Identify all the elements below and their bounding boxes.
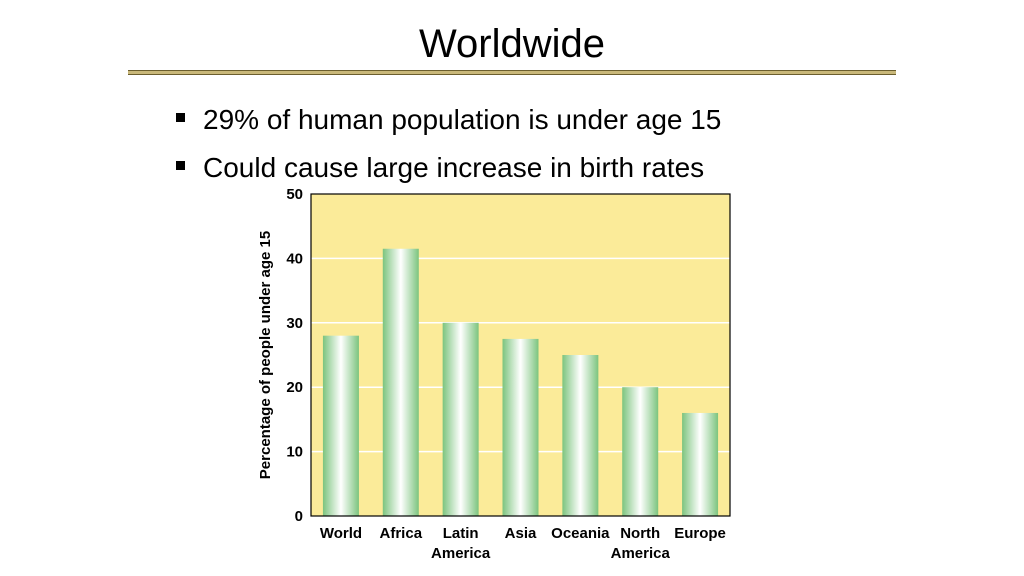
bar	[382, 248, 419, 516]
plot-frame	[310, 193, 731, 517]
bullet-text: 29% of human population is under age 15	[203, 104, 722, 135]
bar	[502, 338, 539, 516]
x-tick-label: Asia	[505, 525, 537, 542]
square-bullet-icon	[176, 160, 185, 170]
bullet-text: Could cause large increase in birth rate…	[203, 152, 705, 183]
x-tick-label: North America	[611, 525, 671, 562]
bars	[322, 248, 719, 516]
bar	[622, 387, 659, 516]
x-axis-labels: World Africa Latin America Asia Oceania North A…	[320, 525, 726, 562]
bar	[322, 335, 359, 516]
bar	[442, 322, 479, 516]
bullet-item: 29% of human population is under age 15	[176, 96, 721, 144]
y-axis-label: Percentage of people under age 15	[257, 231, 274, 479]
slide-title: Worldwide	[419, 22, 605, 66]
y-tick-label: 50	[286, 186, 303, 203]
y-tick-label: 20	[286, 379, 303, 396]
square-bullet-icon	[176, 112, 185, 122]
y-tick-label: 0	[295, 508, 303, 525]
x-tick-label: Europe	[674, 525, 726, 542]
bar	[682, 412, 719, 516]
title-divider	[128, 70, 896, 75]
y-axis-ticks: 0 10 20 30 40 50	[286, 186, 303, 525]
x-tick-label: Latin America	[431, 525, 491, 562]
bar-chart: 0 10 20 30 40 50 World Africa Latin America Asia O…	[257, 186, 731, 562]
y-tick-label: 30	[286, 315, 303, 332]
y-tick-label: 10	[286, 444, 303, 461]
bar	[562, 355, 599, 516]
x-tick-label: World	[320, 525, 362, 542]
x-tick-label: Oceania	[551, 525, 610, 542]
bullet-item: Could cause large increase in birth rate…	[176, 144, 721, 192]
x-tick-label: Africa	[380, 525, 423, 542]
y-tick-label: 40	[286, 250, 303, 267]
bullet-list: 29% of human population is under age 15 …	[176, 96, 721, 192]
